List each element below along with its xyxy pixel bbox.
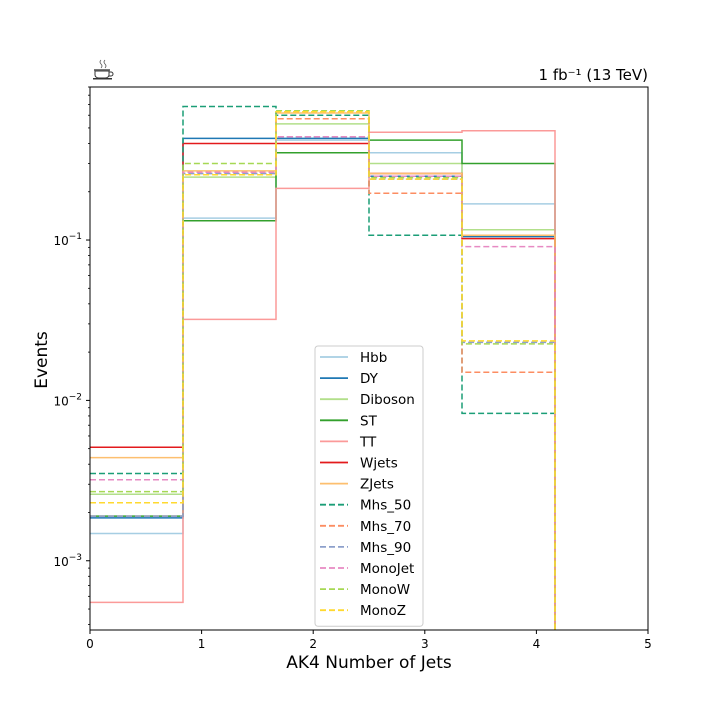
y-axis-label: Events bbox=[32, 331, 52, 389]
series-line-monoz bbox=[90, 111, 556, 630]
chart-title-right: 1 fb⁻¹ (13 TeV) bbox=[539, 66, 648, 84]
series-line-monow bbox=[90, 109, 556, 630]
x-tick-label: 1 bbox=[198, 637, 206, 651]
legend-label: MonoJet bbox=[360, 561, 414, 577]
legend-entry: ST bbox=[320, 413, 378, 429]
x-tick-label: 5 bbox=[644, 637, 652, 651]
legend-label: Wjets bbox=[360, 456, 398, 472]
legend-entry: Hbb bbox=[320, 350, 387, 366]
legend-entry: ZJets bbox=[320, 477, 394, 493]
legend-entry: DY bbox=[320, 371, 379, 387]
coffee-cup-icon bbox=[93, 59, 114, 80]
legend-label: MonoW bbox=[360, 582, 410, 598]
legend-label: MonoZ bbox=[360, 603, 406, 619]
legend-label: Hbb bbox=[360, 350, 387, 366]
legend-label: Mhs_90 bbox=[360, 540, 411, 556]
y-tick-label: 10−1 bbox=[53, 232, 82, 248]
legend-entry: MonoZ bbox=[320, 603, 406, 619]
legend-entry: TT bbox=[320, 434, 377, 450]
legend-entry: MonoJet bbox=[320, 561, 414, 577]
legend-label: Diboson bbox=[360, 392, 415, 408]
y-tick-label: 10−2 bbox=[53, 392, 82, 408]
x-tick-label: 4 bbox=[533, 637, 541, 651]
legend: Hbb DY Diboson ST TT Wjets ZJets Mhs_50 Mhs_70 Mh… bbox=[314, 345, 424, 627]
x-tick-label: 3 bbox=[421, 637, 429, 651]
legend-label: Mhs_50 bbox=[360, 498, 411, 514]
plot-frame bbox=[89, 86, 649, 631]
legend-label: ST bbox=[360, 413, 378, 429]
legend-entry: Mhs_90 bbox=[320, 540, 411, 556]
legend-entry: Diboson bbox=[320, 392, 415, 408]
x-tick-label: 0 bbox=[86, 637, 94, 651]
y-tick-label: 10−3 bbox=[53, 553, 82, 569]
legend-label: TT bbox=[359, 434, 377, 450]
legend-label: ZJets bbox=[360, 477, 394, 493]
legend-entry: Mhs_50 bbox=[320, 498, 411, 514]
series-layer bbox=[90, 105, 556, 630]
legend-entry: MonoW bbox=[320, 582, 410, 598]
x-axis: 0 1 2 3 4 5 bbox=[86, 630, 652, 651]
x-tick-label: 2 bbox=[309, 637, 317, 651]
x-axis-label: AK4 Number of Jets bbox=[286, 653, 452, 673]
legend-label: Mhs_70 bbox=[360, 519, 411, 535]
legend-entry: Wjets bbox=[320, 456, 398, 472]
y-axis: 10−3 10−2 10−1 bbox=[53, 86, 90, 625]
legend-box bbox=[314, 345, 424, 627]
legend-entry: Mhs_70 bbox=[320, 519, 411, 535]
legend-label: DY bbox=[360, 371, 379, 387]
